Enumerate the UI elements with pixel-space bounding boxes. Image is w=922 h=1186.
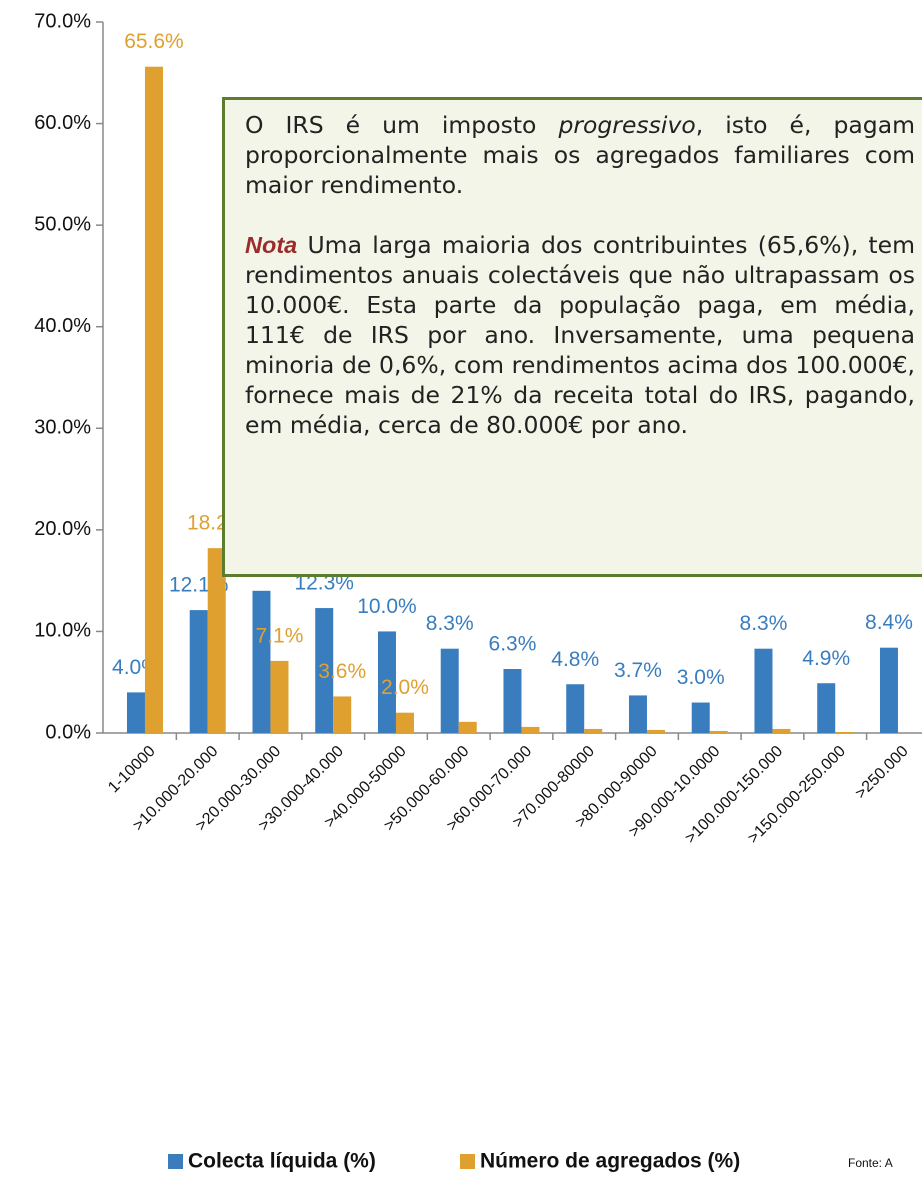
bar: [395, 712, 414, 733]
y-tick-label: 70.0%: [34, 10, 91, 32]
x-tick-label: >250.000: [852, 743, 912, 803]
legend-label: Número de agregados (%): [480, 1150, 740, 1173]
bar: [252, 590, 271, 733]
bar: [628, 695, 647, 733]
data-label: 8.4%: [865, 611, 913, 634]
data-label: 3.7%: [614, 659, 662, 682]
bar: [772, 728, 791, 733]
annotation-text: , isto é, pagam proporcionalmente mais o…: [245, 111, 915, 199]
data-label: 4.8%: [551, 648, 599, 671]
data-label: 12.3%: [294, 572, 354, 595]
bar: [458, 721, 477, 733]
bar: [126, 692, 145, 733]
data-label: 6.3%: [489, 633, 537, 656]
bar: [315, 608, 334, 733]
data-label: 4.9%: [802, 647, 850, 670]
bar: [207, 548, 226, 733]
bar: [879, 647, 898, 733]
legend-swatch: [168, 1154, 183, 1169]
y-tick-label: 20.0%: [34, 518, 91, 540]
bar: [377, 631, 396, 733]
y-tick-label: 50.0%: [34, 213, 91, 235]
y-tick-label: 10.0%: [34, 620, 91, 642]
x-tick-label: 1-10000: [105, 743, 159, 797]
annotation-emphasis: progressivo: [558, 111, 696, 139]
bar: [503, 669, 522, 733]
annotation-paragraph: O IRS é um imposto progressivo, isto é, …: [245, 110, 915, 200]
bar: [835, 731, 854, 733]
data-label: 8.3%: [426, 612, 474, 635]
annotation-text: O IRS é um imposto: [245, 111, 559, 139]
y-tick-label: 60.0%: [34, 112, 91, 134]
data-label: 2.0%: [381, 676, 429, 699]
legend-label: Colecta líquida (%): [188, 1150, 376, 1173]
data-label: 65.6%: [124, 30, 184, 53]
bar: [521, 726, 540, 733]
legend-swatch: [460, 1154, 475, 1169]
data-label: 3.0%: [677, 666, 725, 689]
y-tick-label: 40.0%: [34, 315, 91, 337]
bar: [566, 684, 585, 733]
bar: [817, 683, 836, 733]
bar: [584, 728, 603, 733]
bar: [333, 696, 352, 733]
bar: [270, 660, 289, 733]
bar: [440, 648, 459, 733]
data-label: 10.0%: [357, 595, 417, 618]
bar: [754, 648, 773, 733]
annotation-note-label: Nota: [245, 232, 298, 258]
bar: [189, 610, 208, 733]
bar: [709, 730, 728, 733]
bar: [646, 729, 665, 733]
annotation-paragraph: Nota Uma larga maioria dos contribuintes…: [245, 230, 915, 440]
source: Fonte: A: [848, 1156, 893, 1170]
annotation-box: O IRS é um imposto progressivo, isto é, …: [222, 97, 922, 577]
data-label: 8.3%: [740, 612, 788, 635]
y-tick-label: 0.0%: [45, 721, 91, 743]
data-label: 3.6%: [318, 660, 366, 683]
bar: [144, 66, 163, 734]
bar: [691, 702, 710, 733]
annotation-text: Uma larga maioria dos contribuintes (65,…: [245, 231, 915, 439]
data-label: 7.1%: [256, 624, 304, 647]
y-tick-label: 30.0%: [34, 417, 91, 439]
